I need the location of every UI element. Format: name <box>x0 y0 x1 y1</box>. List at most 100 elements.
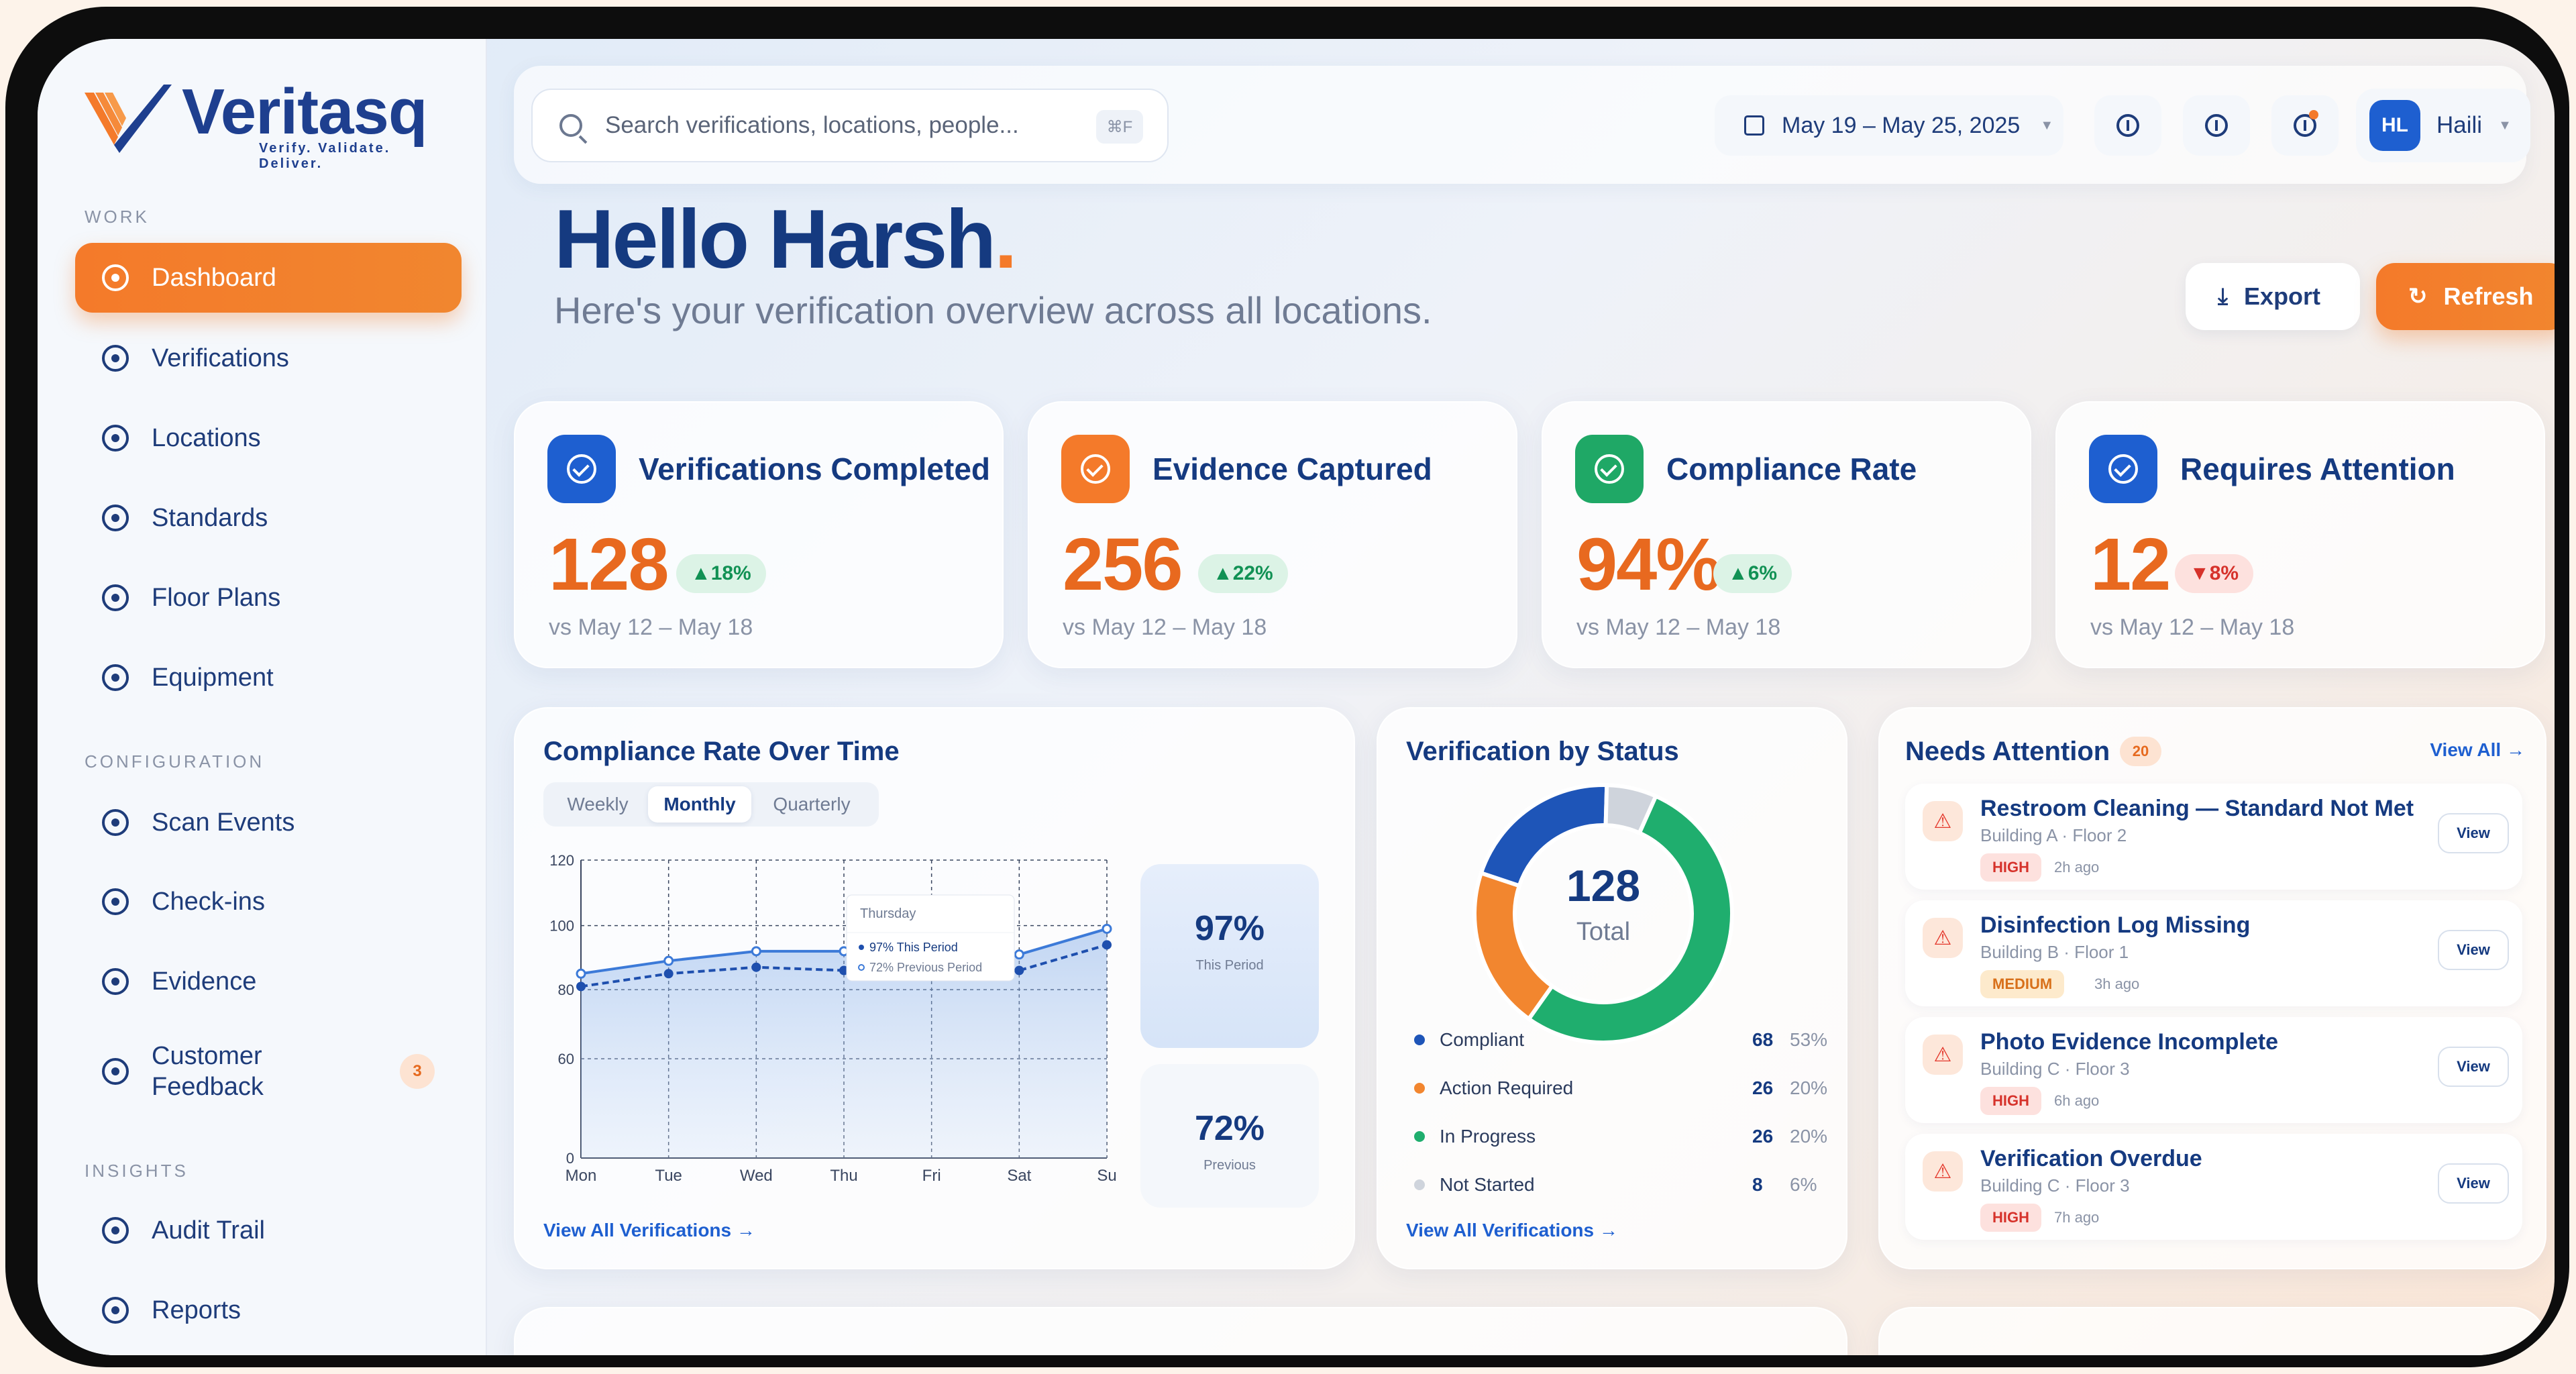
tooltip-dot-this <box>859 945 864 950</box>
warning-icon: ⚠ <box>1923 918 1963 958</box>
donut-total-value: 128 <box>1566 861 1641 910</box>
notifications-button[interactable] <box>2271 95 2339 156</box>
refresh-button[interactable]: ↻ Refresh <box>2376 263 2555 330</box>
sidebar-item-audit-trail[interactable]: Audit Trail <box>75 1196 462 1265</box>
sidebar-item-evidence[interactable]: Evidence <box>75 947 462 1016</box>
y-tick-label: 80 <box>558 982 574 998</box>
chart-tooltip: Thursday 97% This Period 72% Previous Peri… <box>846 894 1015 982</box>
attention-time: 7h ago <box>2054 1209 2100 1226</box>
data-point-previous-period <box>751 962 761 972</box>
x-tick-label: Tue <box>655 1167 682 1185</box>
sidebar-item-reports[interactable]: Reports <box>75 1275 462 1345</box>
attention-title: Disinfection Log Missing <box>1980 912 2251 938</box>
view-button[interactable]: View <box>2438 1047 2509 1087</box>
legend-count: 8 <box>1752 1174 1763 1195</box>
this-period-value: 97% <box>1194 909 1265 948</box>
sidebar: Veritasq Verify. Validate. Deliver. WORK… <box>38 39 487 1355</box>
attention-location: Building C · Floor 3 <box>1980 1175 2130 1196</box>
sidebar-item-check-ins[interactable]: Check-ins <box>75 867 462 937</box>
help-button[interactable] <box>2183 95 2250 156</box>
tooltip-prev: 72% Previous Period <box>869 961 982 974</box>
sidebar-item-standards[interactable]: Standards <box>75 483 462 553</box>
tab-quarterly[interactable]: Quarterly <box>773 794 851 814</box>
kpi-value: 94% <box>1576 523 1721 606</box>
compliance-chart-card: Compliance Rate Over Time Weekly Monthly… <box>514 707 1355 1269</box>
tab-weekly[interactable]: Weekly <box>567 794 629 814</box>
view-all-verifications-link[interactable]: View All Verifications → <box>543 1220 755 1240</box>
kpi-card-compliance[interactable]: Compliance Rate 94% ▲6% vs May 12 – May … <box>1542 401 2031 668</box>
view-button[interactable]: View <box>2438 813 2509 853</box>
view-all-link[interactable]: View All → <box>2430 739 2525 760</box>
brand-logo[interactable]: Veritasq Verify. Validate. Deliver. <box>85 76 433 171</box>
attention-item[interactable]: ⚠ Verification Overdue Building C · Floo… <box>1905 1134 2522 1240</box>
download-icon: ⤓ <box>2218 283 2229 309</box>
app-screen: Veritasq Verify. Validate. Deliver. WORK… <box>38 39 2555 1355</box>
legend-label: In Progress <box>1440 1126 1536 1147</box>
view-button[interactable]: View <box>2438 930 2509 970</box>
circle-dot-icon <box>102 1058 129 1085</box>
sidebar-item-dashboard[interactable]: Dashboard <box>75 243 462 313</box>
search-placeholder: Search verifications, locations, people.… <box>605 112 1019 138</box>
recent-verifications-card <box>514 1307 1847 1355</box>
attention-location: Building B · Floor 1 <box>1980 942 2129 962</box>
sidebar-item-verifications[interactable]: Verifications <box>75 323 462 393</box>
circle-dot-icon <box>102 1217 129 1244</box>
tooltip-box <box>846 894 1015 982</box>
kpi-card-evidence[interactable]: Evidence Captured 256 ▲22% vs May 12 – M… <box>1028 401 1517 668</box>
circle-dot-icon <box>102 1297 129 1324</box>
attention-time: 6h ago <box>2054 1092 2100 1109</box>
sidebar-item-locations[interactable]: Locations <box>75 403 462 473</box>
attention-item[interactable]: ⚠ Disinfection Log Missing Building B · … <box>1905 900 2522 1006</box>
legend-dot <box>1414 1083 1425 1094</box>
legend-percent: 20% <box>1790 1077 1828 1098</box>
date-range-picker[interactable]: May 19 – May 25, 2025 ▼ <box>1715 95 2063 156</box>
kpi-card-attention[interactable]: Requires Attention 12 ▼8% vs May 12 – Ma… <box>2055 401 2545 668</box>
sidebar-item-label: Equipment <box>152 663 274 692</box>
y-tick-label: 100 <box>549 918 574 935</box>
previous-period-value: 72% <box>1194 1109 1265 1148</box>
sidebar-item-customer-feedback[interactable]: Customer Feedback 3 <box>75 1028 462 1115</box>
priority-badge: MEDIUM <box>1980 970 2065 998</box>
export-label: Export <box>2244 282 2321 310</box>
bell-icon <box>2294 114 2316 137</box>
sidebar-item-label: Reports <box>152 1296 241 1324</box>
x-tick-label: Su <box>1097 1167 1116 1185</box>
kpi-delta-badge: ▲18% <box>676 554 766 593</box>
sidebar-item-equipment[interactable]: Equipment <box>75 643 462 712</box>
legend-percent: 20% <box>1790 1126 1828 1147</box>
circle-dot-icon <box>102 809 129 836</box>
tooltip-dot-prev <box>858 964 865 971</box>
date-range-label: May 19 – May 25, 2025 <box>1782 112 2021 138</box>
greeting-dot: . <box>994 193 1017 286</box>
attention-location: Building A · Floor 2 <box>1980 825 2127 845</box>
top-bar: Search verifications, locations, people.… <box>514 66 2530 184</box>
sidebar-item-label: Locations <box>152 423 261 452</box>
tab-monthly[interactable]: Monthly <box>648 786 751 823</box>
info-button[interactable] <box>2094 95 2161 156</box>
attention-item[interactable]: ⚠ Restroom Cleaning — Standard Not Met B… <box>1905 784 2522 890</box>
search-input[interactable]: Search verifications, locations, people.… <box>531 89 1169 162</box>
user-menu[interactable]: HL Haili ▼ <box>2356 89 2530 162</box>
view-all-verifications-link[interactable]: View All Verifications → <box>1406 1220 1618 1240</box>
legend-label: Compliant <box>1440 1029 1525 1050</box>
legend-label: Not Started <box>1440 1174 1535 1195</box>
sidebar-item-floor-plans[interactable]: Floor Plans <box>75 563 462 633</box>
attention-item[interactable]: ⚠ Photo Evidence Incomplete Building C ·… <box>1905 1017 2522 1123</box>
shortcut-hint: ⌘F <box>1096 110 1143 144</box>
device-frame: Veritasq Verify. Validate. Deliver. WORK… <box>5 7 2569 1367</box>
sidebar-item-label: Check-ins <box>152 887 265 916</box>
circle-dot-icon <box>102 505 129 531</box>
attention-count-badge: 20 <box>2120 737 2161 766</box>
sidebar-item-scan-events[interactable]: Scan Events <box>75 788 462 857</box>
user-name: Haili <box>2436 112 2483 138</box>
data-point-this-period <box>751 946 761 957</box>
data-point-previous-period <box>1014 965 1024 975</box>
section-label-insights: INSIGHTS <box>85 1161 189 1181</box>
sidebar-item-label: Verifications <box>152 344 289 372</box>
status-donut-chart <box>1472 782 1734 1045</box>
export-button[interactable]: ⤓ Export <box>2186 263 2360 330</box>
kpi-card-verifications[interactable]: Verifications Completed 128 ▲18% vs May … <box>514 401 1004 668</box>
sidebar-item-label: Scan Events <box>152 808 295 837</box>
circle-dot-icon <box>102 888 129 915</box>
view-button[interactable]: View <box>2438 1163 2509 1204</box>
